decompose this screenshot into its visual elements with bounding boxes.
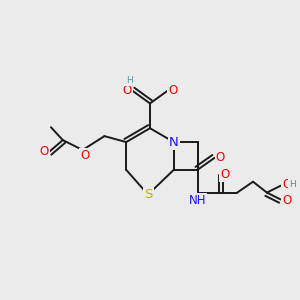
Text: H: H [289, 180, 296, 189]
Text: O: O [282, 178, 291, 191]
Text: S: S [144, 188, 152, 201]
Text: H: H [126, 76, 133, 85]
Text: O: O [168, 84, 177, 97]
Text: N: N [169, 136, 179, 148]
Text: O: O [282, 194, 291, 207]
Text: NH: NH [189, 194, 206, 207]
Text: O: O [216, 152, 225, 164]
Text: O: O [80, 149, 89, 162]
Text: O: O [39, 146, 49, 158]
Text: O: O [123, 84, 132, 97]
Text: O: O [221, 168, 230, 181]
